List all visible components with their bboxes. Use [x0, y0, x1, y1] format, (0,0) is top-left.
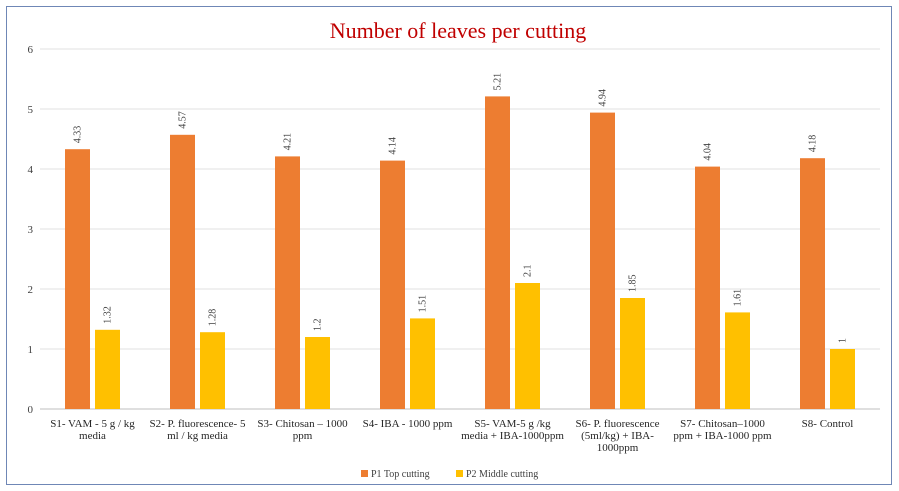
x-axis-categories: S1- VAM - 5 g / kg media S2- P. fluorescen…	[50, 418, 853, 454]
bar-p2	[95, 329, 120, 409]
y-tick-label: 6	[28, 44, 34, 56]
bars	[65, 96, 855, 410]
y-tick-label: 5	[28, 104, 34, 116]
y-tick-label: 1	[28, 344, 34, 356]
bar-p1	[695, 166, 720, 409]
legend: P1 Top cutting P2 Middle cutting	[361, 469, 538, 480]
chart-title: Number of leaves per cutting	[330, 18, 587, 43]
y-tick-label: 3	[28, 224, 34, 236]
data-label: 1.28	[208, 309, 219, 327]
data-label: 5.21	[493, 73, 504, 91]
bar-p2	[725, 312, 750, 409]
data-label: 2.1	[523, 265, 534, 278]
data-label: 1.32	[103, 306, 114, 324]
data-label: 1.51	[418, 295, 429, 313]
category-label: S1- VAM - 5 g / kg media	[50, 418, 135, 442]
y-tick-label: 4	[28, 164, 34, 176]
data-label: 4.21	[283, 133, 294, 151]
bar-p2	[305, 337, 330, 409]
category-label: S7- Chitosan–1000 ppm + IBA-1000 ppm	[673, 418, 772, 442]
data-label: 4.14	[388, 137, 399, 155]
y-tick-label: 2	[28, 284, 34, 296]
legend-swatch	[456, 470, 463, 477]
bar-p1	[590, 112, 615, 409]
data-label: 4.94	[598, 89, 609, 107]
data-label: 4.33	[73, 126, 84, 144]
data-label: 4.04	[703, 143, 714, 161]
category-label: S6- P. fluorescence (5ml/kg) + IBA-1000pp…	[575, 418, 659, 454]
data-label: 1.61	[733, 289, 744, 307]
gridlines	[40, 48, 880, 410]
bar-p2	[410, 318, 435, 409]
data-label: 4.57	[178, 111, 189, 129]
bar-p1	[485, 96, 510, 410]
data-label: 1.85	[628, 275, 639, 293]
bar-p2	[620, 298, 645, 409]
bar-p1	[275, 156, 300, 409]
y-axis-ticks: 0 1 2 3 4 5 6	[28, 44, 34, 416]
category-label: S5- VAM-5 g /kg media + IBA-1000ppm	[461, 418, 564, 442]
data-label: 1.2	[313, 319, 324, 332]
y-tick-label: 0	[28, 404, 34, 416]
bar-p1	[170, 134, 195, 410]
category-label: S4- IBA - 1000 ppm	[363, 418, 453, 430]
bar-p2	[515, 283, 540, 409]
bar-p2	[830, 349, 855, 409]
bar-p1	[800, 158, 825, 409]
category-label: S3- Chitosan – 1000 ppm	[257, 418, 348, 442]
bar-p1	[380, 160, 405, 409]
data-label: 1	[838, 338, 849, 343]
bar-p1	[65, 149, 90, 409]
data-label: 4.18	[808, 135, 819, 153]
legend-label: P1 Top cutting	[371, 469, 430, 480]
category-label: S2- P. fluorescence- 5 ml / kg media	[150, 418, 246, 442]
legend-swatch	[361, 470, 368, 477]
category-label: S8- Control	[802, 418, 854, 430]
legend-label: P2 Middle cutting	[466, 469, 538, 480]
data-labels: 4.33 4.57 4.21 4.14 5.21 4.94 4.04 4.18 1.32 1.28…	[73, 73, 849, 343]
bar-p2	[200, 332, 225, 409]
